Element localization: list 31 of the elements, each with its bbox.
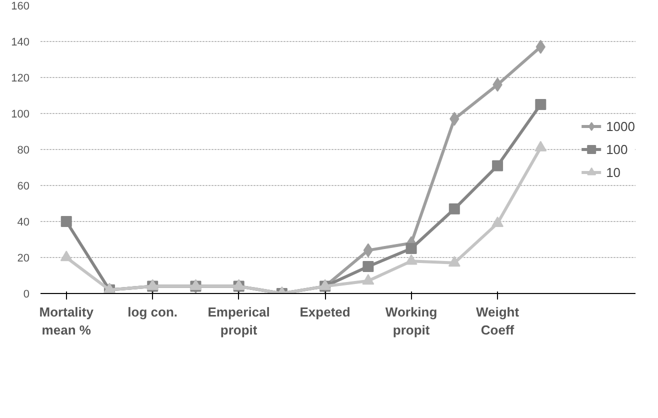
point: [448, 256, 460, 267]
y-tick-label: 0: [23, 288, 30, 300]
point: [535, 99, 546, 110]
x-tick-label: Weight Coeff: [476, 304, 520, 338]
legend-label: 1000: [606, 118, 635, 134]
point: [362, 274, 374, 285]
point: [492, 216, 504, 227]
y-tick-label: 20: [17, 252, 30, 264]
y-tick-label: 60: [17, 180, 30, 192]
y-tick-label: 140: [11, 36, 30, 48]
point: [362, 261, 374, 272]
x-tick-label: log con.: [128, 304, 178, 320]
point: [534, 140, 547, 152]
point: [363, 243, 374, 258]
y-tick-label: 160: [11, 0, 30, 12]
point: [60, 250, 72, 262]
legend-label: 100: [606, 142, 628, 156]
x-tick-label: Emperical propit: [208, 304, 270, 338]
x-tick-label: Expeted: [300, 304, 350, 320]
y-tick-label: 80: [17, 144, 30, 156]
point: [448, 203, 460, 214]
legend-label: 10: [606, 164, 622, 180]
y-tick-label: 120: [11, 72, 30, 84]
y-tick-label: 40: [17, 216, 30, 228]
point: [60, 216, 72, 227]
x-tick-label: Mortality mean %: [39, 304, 94, 338]
point: [406, 243, 417, 254]
x-tick-label: Working propit: [385, 304, 438, 338]
point: [405, 254, 418, 265]
point: [492, 160, 504, 172]
y-tick-label: 100: [11, 108, 30, 120]
